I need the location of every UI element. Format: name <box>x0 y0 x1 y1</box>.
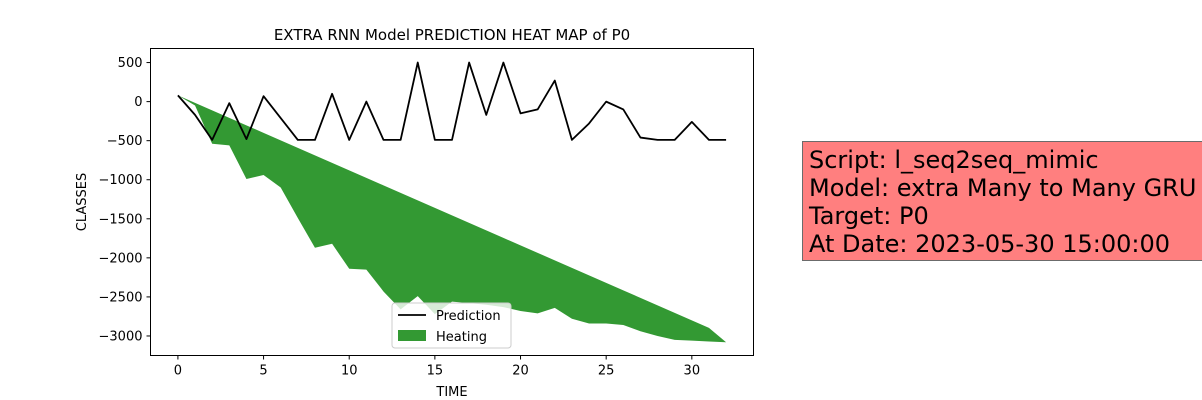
legend-heating-label: Heating <box>436 330 487 345</box>
info-target: Target: P0 <box>809 202 929 230</box>
legend: Prediction Heating <box>391 302 512 349</box>
y-tick-label: −3000 <box>99 329 143 344</box>
y-tick-label: −1500 <box>99 212 143 227</box>
x-tick-label: 25 <box>598 364 615 379</box>
x-tick-label: 15 <box>427 364 444 379</box>
info-model: Model: extra Many to Many GRU <box>809 174 1197 202</box>
y-axis-label: CLASSES <box>75 173 90 231</box>
x-tick-label: 10 <box>341 364 358 379</box>
heating-area <box>177 95 727 343</box>
info-script: Script: l_seq2seq_mimic <box>809 146 1099 174</box>
y-tick-label: −500 <box>107 134 143 149</box>
y-tick-label: −2500 <box>99 290 143 305</box>
x-tick-label: 5 <box>259 364 267 379</box>
legend-heating-swatch <box>398 330 426 341</box>
prediction-line <box>177 61 727 141</box>
y-tick-label: 500 <box>118 56 143 71</box>
x-tick-label: 0 <box>174 364 182 379</box>
y-tick-label: 0 <box>134 95 142 110</box>
chart-title: EXTRA RNN Model PREDICTION HEAT MAP of P… <box>274 26 630 44</box>
x-axis-label: TIME <box>435 385 467 400</box>
legend-prediction-label: Prediction <box>436 309 501 324</box>
y-tick-label: −1000 <box>99 173 143 188</box>
info-box: Script: l_seq2seq_mimic Model: extra Man… <box>802 141 1202 261</box>
info-date: At Date: 2023-05-30 15:00:00 <box>809 230 1171 258</box>
plot-frame <box>150 48 754 356</box>
x-tick-label: 30 <box>684 364 701 379</box>
x-tick-label: 20 <box>512 364 529 379</box>
y-tick-label: −2000 <box>99 251 143 266</box>
